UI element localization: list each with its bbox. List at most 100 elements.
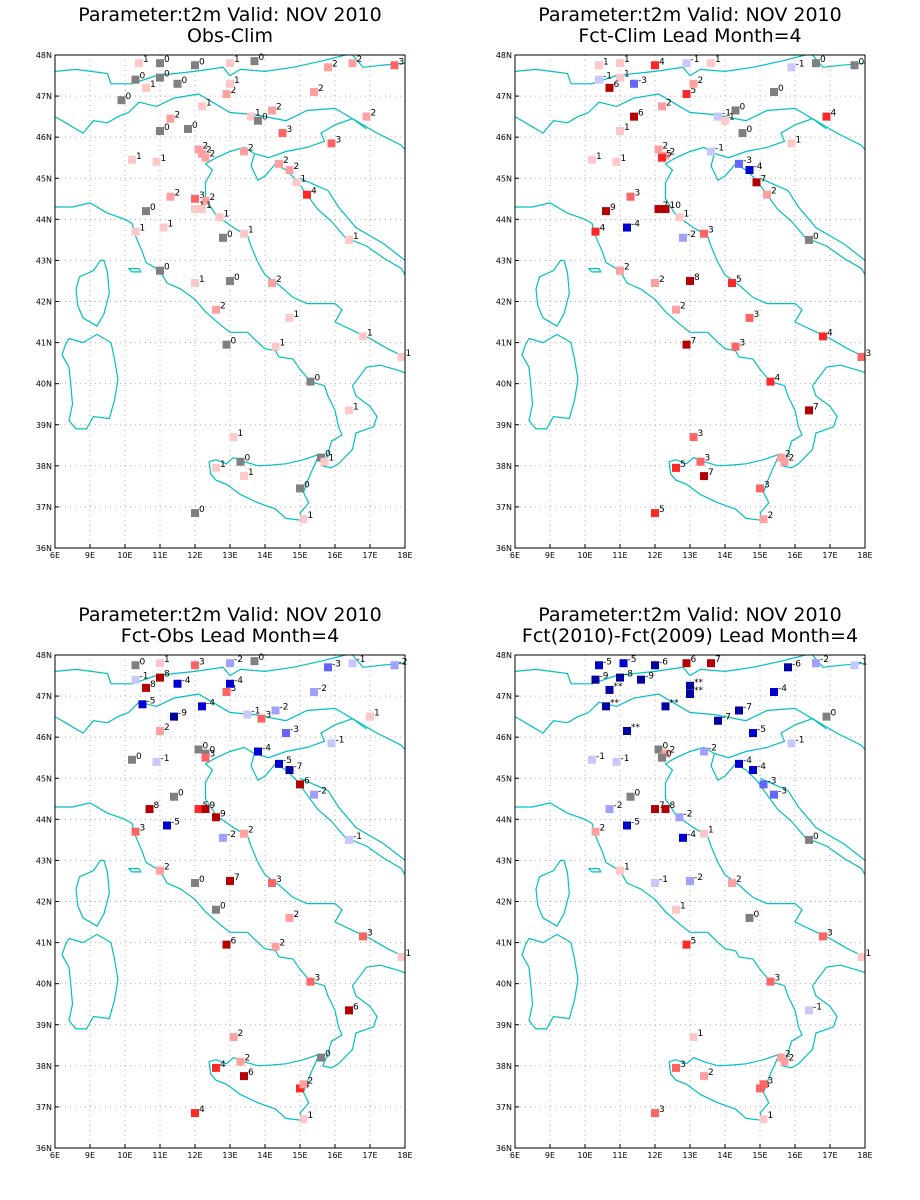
station-marker xyxy=(822,712,831,721)
lat-tick-label: 43N xyxy=(36,856,52,865)
station-value: 1 xyxy=(367,328,373,338)
station-marker xyxy=(236,1057,245,1066)
station-marker xyxy=(682,940,691,949)
station-value: 5 xyxy=(691,86,697,96)
station-marker xyxy=(156,73,164,82)
station-value: 2 xyxy=(789,454,795,464)
station-marker xyxy=(159,223,168,232)
station-marker xyxy=(661,805,670,814)
station-value: 6 xyxy=(614,80,620,90)
station-value: 0 xyxy=(140,657,146,667)
station-value: -3 xyxy=(743,156,752,166)
station-marker xyxy=(292,178,301,187)
station-value: 4 xyxy=(659,57,665,67)
station-marker xyxy=(285,166,294,175)
station-value: 7 xyxy=(234,873,240,883)
station-value: 2 xyxy=(698,76,704,86)
station-marker xyxy=(320,457,329,466)
station-value: 1 xyxy=(698,1029,704,1039)
station-value: 2 xyxy=(231,86,237,96)
station-value: -5 xyxy=(603,657,612,667)
coastline xyxy=(588,268,602,273)
station-marker xyxy=(651,61,659,70)
lat-tick-label: 48N xyxy=(36,651,52,660)
station-marker xyxy=(735,706,743,715)
station-marker xyxy=(787,63,796,72)
lon-tick-label: 16E xyxy=(327,551,342,560)
lat-tick-label: 43N xyxy=(496,856,512,865)
station-value: 3 xyxy=(231,684,237,694)
station-value: 0 xyxy=(199,57,205,67)
station-value: -9 xyxy=(178,709,187,719)
station-marker xyxy=(285,766,294,775)
station-value: 3 xyxy=(635,189,641,199)
station-value: -7 xyxy=(743,702,752,712)
lat-tick-label: 47N xyxy=(496,92,512,101)
lat-tick-label: 38N xyxy=(36,1062,52,1071)
lat-tick-label: 36N xyxy=(496,544,512,553)
station-value: 8 xyxy=(150,680,156,690)
station-marker xyxy=(651,879,659,888)
station-marker xyxy=(850,661,859,670)
station-marker xyxy=(156,673,164,682)
station-value: -4 xyxy=(743,756,752,766)
station-value: 3 xyxy=(276,875,282,885)
station-value: 3 xyxy=(199,191,205,201)
station-value: -1 xyxy=(813,1002,822,1012)
station-marker xyxy=(117,96,126,105)
station-value: -2 xyxy=(318,787,327,797)
station-value: 1 xyxy=(161,154,167,164)
station-marker xyxy=(156,127,164,136)
station-marker xyxy=(240,147,248,156)
station-value: 0 xyxy=(245,454,251,464)
station-marker xyxy=(306,977,315,986)
coastline xyxy=(204,146,405,358)
lat-tick-label: 37N xyxy=(496,1103,512,1112)
lon-tick-label: 12E xyxy=(187,1151,202,1160)
station-value: 1 xyxy=(136,152,142,162)
station-value: 3 xyxy=(266,711,272,721)
lon-tick-label: 15E xyxy=(752,551,767,560)
station-value: 0 xyxy=(666,750,672,760)
station-marker xyxy=(651,805,659,814)
map-fct-diff: Parameter:t2m Valid: NOV 2010 Fct(2010)-… xyxy=(496,604,873,1160)
station-marker xyxy=(173,679,182,688)
station-value: 0 xyxy=(192,121,198,131)
coastline xyxy=(515,202,865,469)
station-marker xyxy=(219,833,227,842)
station-marker xyxy=(222,940,231,949)
station-value: -5 xyxy=(147,696,156,706)
station-value: 0 xyxy=(813,232,819,242)
station-marker xyxy=(745,166,754,175)
station-value: -2 xyxy=(684,809,693,819)
station-marker xyxy=(250,57,259,66)
panel-title: Parameter:t2m Valid: NOV 2010 xyxy=(78,4,381,26)
station-value: 2 xyxy=(768,511,774,521)
station-value: 4 xyxy=(831,109,837,119)
lat-tick-label: 45N xyxy=(496,774,512,783)
station-marker xyxy=(236,457,245,466)
station-marker xyxy=(191,194,199,203)
station-value: -5 xyxy=(171,817,180,827)
station-value: 6 xyxy=(638,109,644,119)
station-marker xyxy=(672,905,680,914)
station-marker xyxy=(707,59,715,68)
station-value: -7 xyxy=(722,713,731,723)
lon-tick-label: 16E xyxy=(327,1151,342,1160)
station-marker xyxy=(770,687,778,696)
station-value: 6 xyxy=(353,1002,359,1012)
station-marker xyxy=(215,213,224,222)
station-value: -1 xyxy=(161,754,170,764)
station-marker xyxy=(345,406,353,415)
station-value: 1 xyxy=(248,226,254,236)
panel-title: Parameter:t2m Valid: NOV 2010 xyxy=(538,604,841,626)
station-marker xyxy=(198,205,206,214)
station-value: 6 xyxy=(248,1068,254,1078)
station-value: 2 xyxy=(670,746,676,756)
station-marker xyxy=(749,766,757,775)
station-marker xyxy=(784,663,792,672)
coastline xyxy=(521,333,579,430)
station-value: 5 xyxy=(659,505,665,515)
station-value: 0 xyxy=(220,902,226,912)
station-value: -4 xyxy=(262,744,271,754)
